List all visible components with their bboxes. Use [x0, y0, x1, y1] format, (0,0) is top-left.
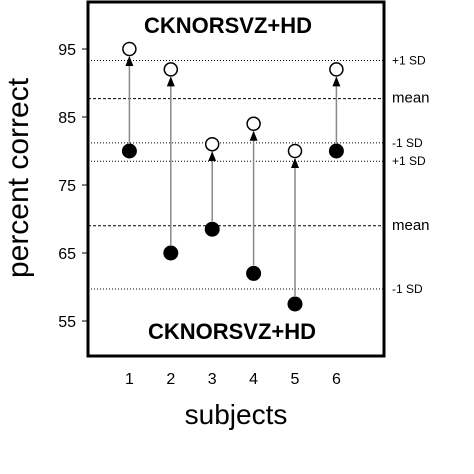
reference-label-4: +1 SD — [392, 154, 426, 168]
plot-frame — [86, 0, 386, 358]
open-point-subject-5 — [287, 143, 303, 159]
open-point-subject-1 — [122, 41, 137, 57]
open-point-subject-6 — [329, 62, 344, 77]
filled-point-subject-3 — [204, 221, 220, 237]
y-axis-ticks: 95 85 75 65 55 — [58, 42, 88, 331]
arrows — [125, 56, 341, 296]
reference-label-5: mean — [392, 217, 430, 234]
y-axis-label: percent correct — [2, 77, 35, 278]
y-tick-label-5: 55 — [58, 314, 76, 331]
filled-point-subject-1 — [121, 143, 137, 159]
open-point-subject-3 — [204, 136, 220, 152]
x-axis-label: subjects — [185, 399, 288, 430]
filled-point-subject-5 — [287, 296, 303, 312]
x-axis-ticks: 1 2 3 4 5 6 — [125, 371, 341, 388]
open-point-subject-4 — [246, 116, 261, 132]
data-points — [121, 41, 344, 312]
reference-label-6: -1 SD — [392, 282, 423, 296]
filled-point-subject-2 — [163, 245, 179, 261]
reference-label-1: +1 SD — [392, 54, 426, 68]
x-tick-label-4: 4 — [249, 371, 258, 388]
x-tick-label-1: 1 — [125, 371, 134, 388]
x-tick-label-5: 5 — [291, 371, 300, 388]
x-tick-label-3: 3 — [208, 371, 217, 388]
chart-title-top: CKNORSVZ+HD — [144, 13, 312, 38]
reference-lines: +1 SD mean -1 SD +1 SD mean -1 SD — [88, 54, 430, 296]
filled-point-subject-6 — [328, 143, 344, 159]
reference-label-2: mean — [392, 90, 430, 107]
y-tick-label-1: 95 — [58, 42, 76, 59]
x-tick-label-6: 6 — [332, 371, 341, 388]
y-tick-label-3: 75 — [58, 178, 76, 195]
filled-point-subject-4 — [246, 265, 262, 281]
x-tick-label-2: 2 — [166, 371, 175, 388]
y-tick-label-4: 65 — [58, 246, 76, 263]
reference-label-3: -1 SD — [392, 136, 423, 150]
open-point-subject-2 — [163, 62, 179, 77]
y-tick-label-2: 85 — [58, 110, 76, 127]
chart-title-bottom: CKNORSVZ+HD — [148, 319, 316, 344]
